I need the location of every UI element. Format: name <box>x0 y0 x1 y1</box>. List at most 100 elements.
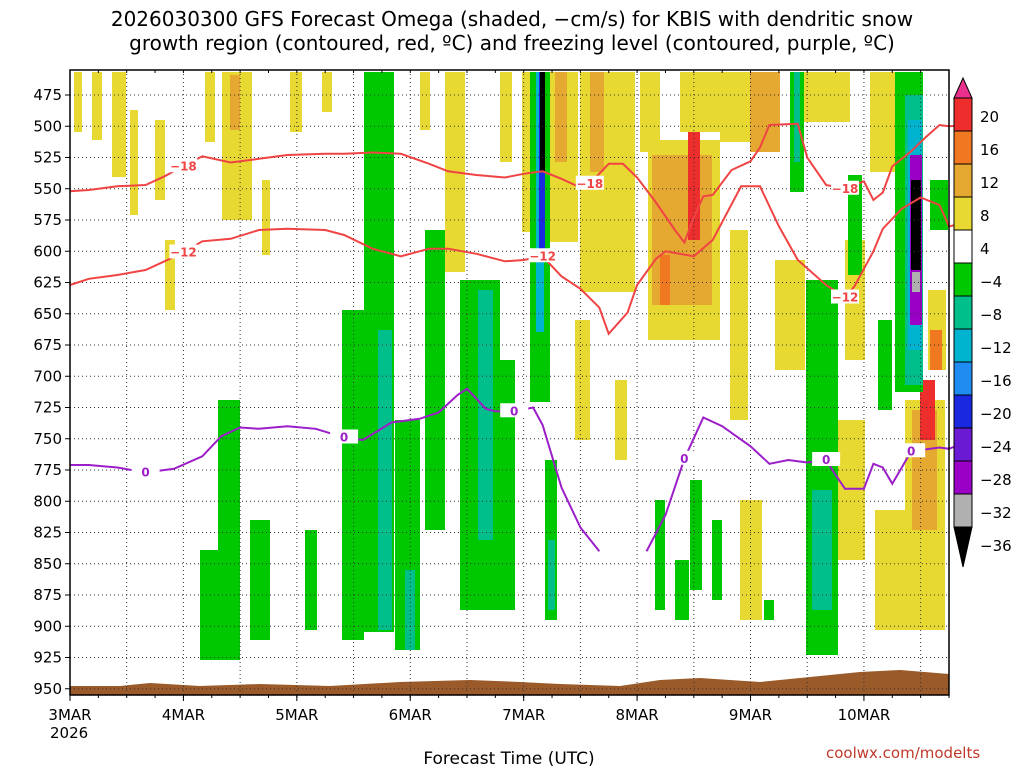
y-tick-label: 475 <box>33 86 62 104</box>
shade-patch <box>92 72 102 140</box>
contour-label-bg <box>169 244 198 259</box>
shade-patch <box>478 290 493 540</box>
shade-patch <box>112 72 126 177</box>
contour-label-bg <box>330 429 359 444</box>
contour-label-bg <box>831 180 860 195</box>
x-axis-label: Forecast Time (UTC) <box>423 749 594 768</box>
contour-label-bg <box>670 450 699 465</box>
shade-patch <box>165 240 175 310</box>
shade-patch <box>870 72 895 172</box>
contour-line <box>69 122 968 245</box>
shade-patch <box>218 400 240 570</box>
contour-label-bg <box>831 289 860 304</box>
colorbar-swatch <box>953 361 973 396</box>
x-tick-label: 4MAR <box>162 706 205 724</box>
shade-patch <box>878 320 892 410</box>
x-tick-label: 8MAR <box>616 706 659 724</box>
colorbar-swatch <box>953 163 973 198</box>
shade-patch <box>912 272 920 292</box>
y-tick-label: 700 <box>33 367 62 385</box>
y-tick-label: 950 <box>33 680 62 698</box>
shade-patch <box>875 510 905 630</box>
shade-patch <box>660 255 670 305</box>
contour-label: −18 <box>576 177 603 191</box>
colorbar-label: 8 <box>980 207 990 225</box>
shade-patch <box>230 75 240 130</box>
colorbar-swatch <box>953 229 973 264</box>
contour-label-bg <box>575 175 604 190</box>
contour-label: 0 <box>680 452 688 466</box>
y-tick-label: 625 <box>33 274 62 292</box>
y-tick-label: 800 <box>33 492 62 510</box>
shade-patch <box>655 500 665 610</box>
y-tick-label: 650 <box>33 305 62 323</box>
shade-patch <box>640 72 660 152</box>
shade-patch <box>290 72 302 132</box>
contour-label: 0 <box>822 453 830 467</box>
y-tick-label: 750 <box>33 430 62 448</box>
y-tick-label: 575 <box>33 211 62 229</box>
colorbar-swatch <box>953 97 973 132</box>
shade-patch <box>425 230 445 530</box>
contour-lines: −18 −18 −18 −12 −12 −12 0 0 0 0 0 0 <box>69 122 969 552</box>
chart-title-line-1: 2026030300 GFS Forecast Omega (shaded, −… <box>111 7 913 31</box>
shade-patch <box>675 560 689 620</box>
shade-patch <box>750 72 780 152</box>
shade-patch <box>848 175 862 275</box>
y-tick-label: 775 <box>33 461 62 479</box>
colorbar-swatch <box>953 196 973 231</box>
x-tick-label: 9MAR <box>729 706 772 724</box>
shade-patch <box>342 310 364 640</box>
x-tick-label: 3MAR <box>48 706 91 724</box>
contour-label-bg <box>897 443 926 458</box>
shade-patch <box>575 320 590 440</box>
shade-patch <box>712 520 722 600</box>
shade-patch <box>812 490 832 610</box>
x-axis: 3MAR 4MAR 5MAR 6MAR 7MAR 8MAR 9MAR 10MAR <box>48 70 950 724</box>
shade-patch <box>540 72 545 172</box>
shade-patch <box>262 180 270 255</box>
plot-frame <box>69 69 950 696</box>
shade-patch <box>305 530 317 630</box>
colorbar-label: −28 <box>980 471 1012 489</box>
colorbar-swatch <box>953 460 973 495</box>
shade-patch <box>322 72 332 112</box>
colorbar-label: −16 <box>980 372 1012 390</box>
shade-patch <box>911 180 921 270</box>
contour-label: −12 <box>529 249 556 263</box>
shade-patch <box>590 72 604 172</box>
y-tick-label: 525 <box>33 149 62 167</box>
terrain-ground <box>70 670 949 695</box>
contour-label-bg <box>812 452 841 466</box>
shade-patch <box>690 480 702 590</box>
shade-patch <box>615 380 627 460</box>
colorbar-label: −20 <box>980 405 1012 423</box>
contour-line <box>69 185 969 336</box>
x-tick-label: 10MAR <box>838 706 891 724</box>
shade-patch <box>548 540 555 610</box>
y-tick-label: 900 <box>33 617 62 635</box>
shade-patch <box>920 380 935 440</box>
shade-patch <box>500 360 515 610</box>
shade-patch <box>130 110 138 215</box>
shade-patch <box>555 72 567 162</box>
colorbar-swatch <box>953 427 973 462</box>
colorbar: 20 16 12 8 4 −4 −8 −12 −16 −20 −24 −28 −32 −36 <box>953 76 1012 568</box>
colorbar-swatch <box>953 130 973 165</box>
colorbar-label: −8 <box>980 306 1002 324</box>
shade-patch <box>764 600 774 620</box>
shade-patch <box>420 72 430 130</box>
y-axis: 475 500 525 550 575 600 625 650 675 700 725 750 775 8… <box>33 86 70 698</box>
y-tick-label: 925 <box>33 649 62 667</box>
y-tick-label: 500 <box>33 117 62 135</box>
shade-patch <box>775 260 805 370</box>
shade-patch <box>500 72 512 162</box>
contour-line <box>70 387 601 552</box>
colorbar-swatch <box>953 394 973 429</box>
shade-patch <box>740 500 762 620</box>
shade-patch <box>205 72 215 142</box>
colorbar-swatch <box>953 328 973 363</box>
y-tick-label: 725 <box>33 399 62 417</box>
contour-label: 0 <box>907 444 915 458</box>
